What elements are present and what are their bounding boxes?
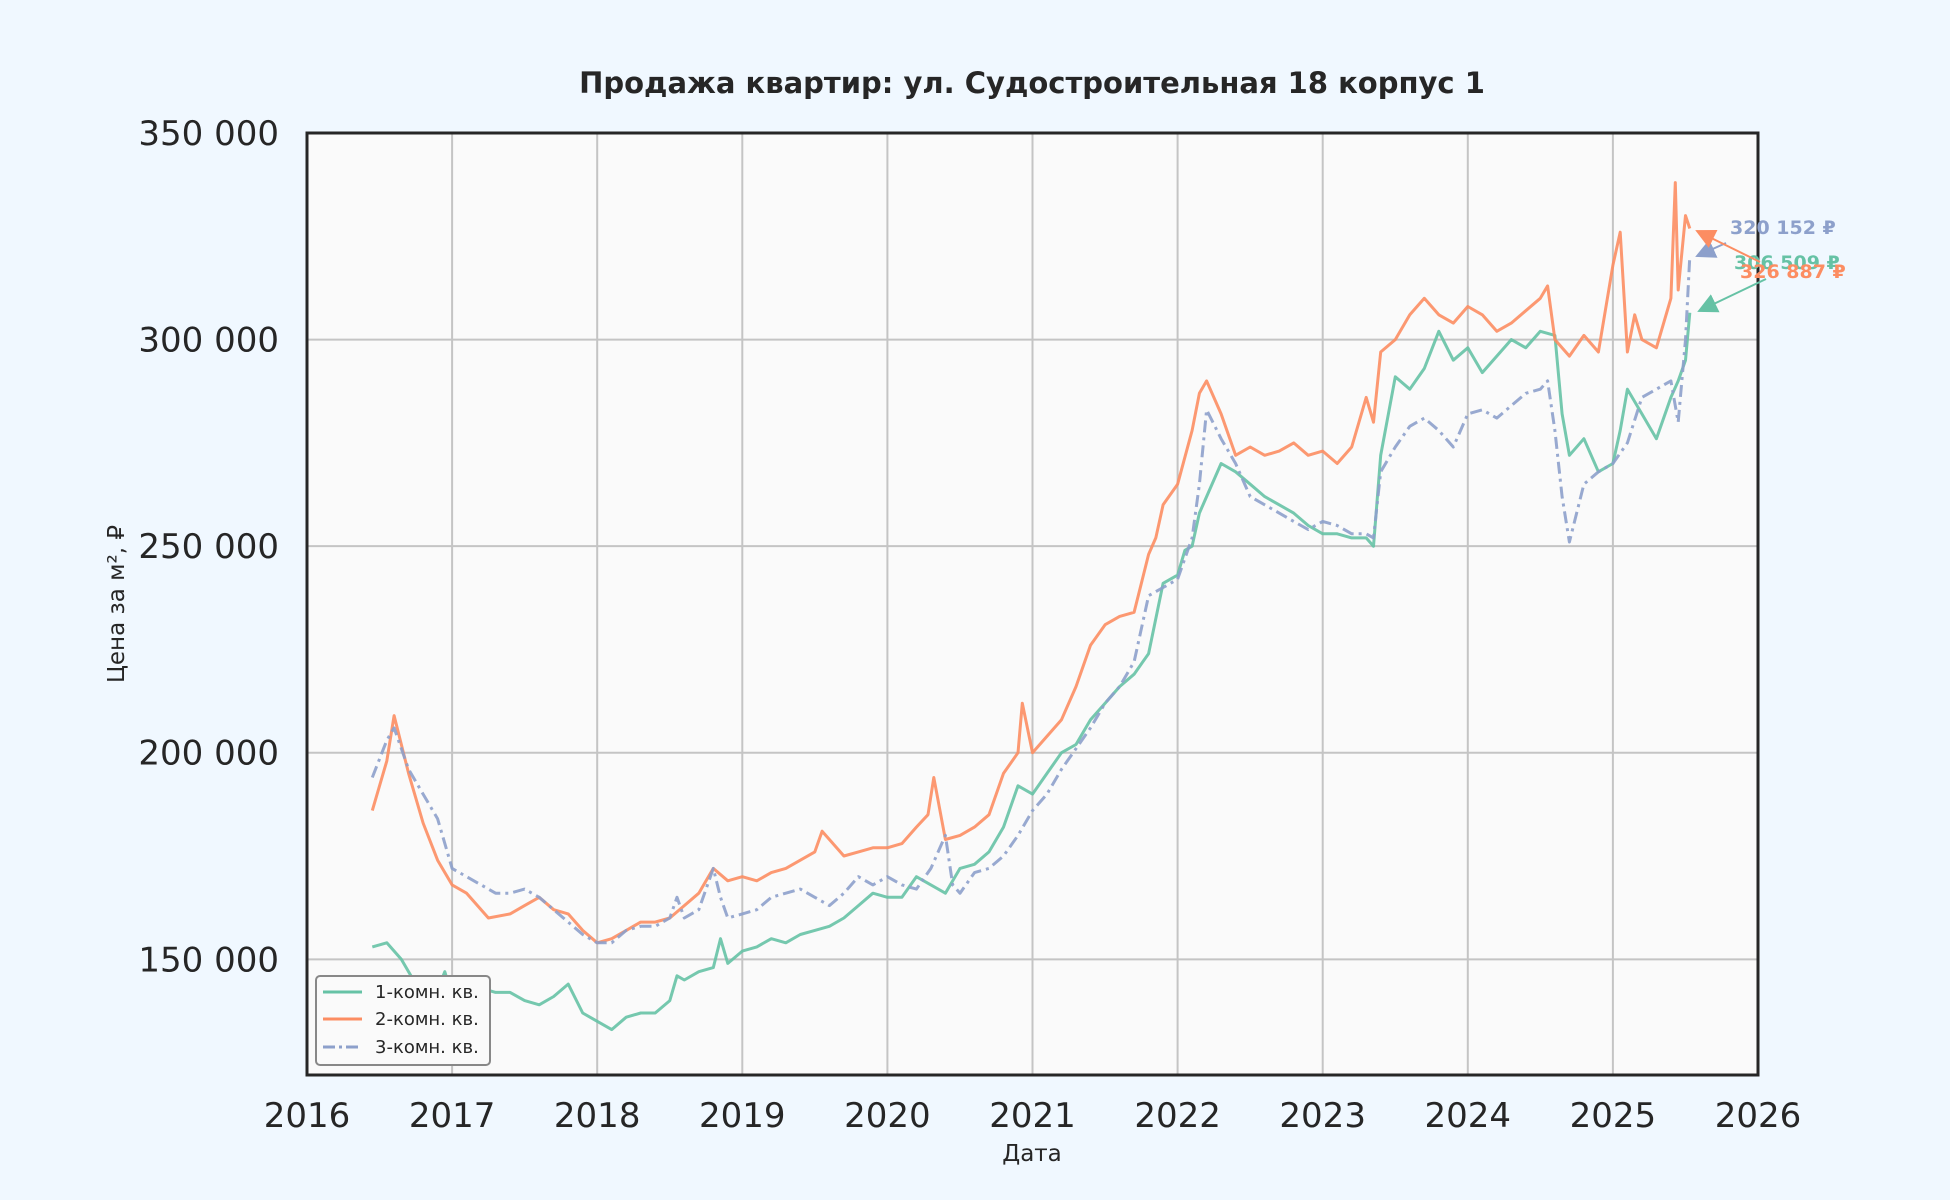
y-tick-label: 250 000 — [138, 527, 279, 567]
series-line-3room — [370, 256, 1692, 945]
y-axis-title: Цена за м², ₽ — [104, 525, 130, 683]
annotation-arrow-2room — [1695, 229, 1761, 263]
x-axis: 2016 2017 2018 2019 2020 2021 2022 2023 2024 2025… — [264, 1096, 1802, 1136]
y-axis: 150 000 200 000 250 000 300 000 350 000 — [138, 114, 279, 980]
x-tick-label: 2020 — [844, 1096, 931, 1136]
x-tick-label: 2017 — [409, 1096, 496, 1136]
annotation-arrow-3room — [1695, 239, 1727, 258]
legend-box — [315, 975, 491, 1066]
x-tick-label: 2023 — [1279, 1096, 1366, 1136]
x-tick-label: 2025 — [1570, 1096, 1657, 1136]
annotation-3room-last: 320 152 ₽ — [1730, 217, 1836, 239]
legend: 1-комн. кв. 2-комн. кв. 3-комн. кв. — [315, 975, 491, 1066]
annotations: 320 152 ₽ 306 509 ₽ 326 887 ₽ — [1695, 217, 1846, 313]
series-line-1room — [371, 312, 1692, 1032]
x-axis-title: Дата — [1002, 1141, 1062, 1167]
y-tick-label: 300 000 — [138, 321, 279, 361]
x-tick-label: 2018 — [554, 1096, 641, 1136]
legend-label-2room: 2-комн. кв. — [375, 1009, 479, 1030]
x-tick-label: 2026 — [1715, 1096, 1802, 1136]
x-tick-label: 2021 — [989, 1096, 1076, 1136]
annotation-arrow-1room — [1697, 278, 1767, 313]
y-tick-label: 200 000 — [138, 734, 279, 774]
plot-frame — [305, 131, 1760, 1077]
x-tick-label: 2022 — [1134, 1096, 1221, 1136]
annotation-2room-last: 326 887 ₽ — [1740, 261, 1846, 283]
chart-title: Продажа квартир: ул. Судостроительная 18… — [579, 66, 1485, 100]
legend-label-1room: 1-комн. кв. — [375, 982, 479, 1003]
y-tick-label: 150 000 — [138, 940, 279, 980]
x-tick-label: 2019 — [699, 1096, 786, 1136]
y-tick-label: 350 000 — [138, 114, 279, 154]
series-layer — [370, 181, 1692, 1032]
x-tick-label: 2016 — [264, 1096, 351, 1136]
x-tick-label: 2024 — [1425, 1096, 1512, 1136]
annotation-1room-last: 306 509 ₽ — [1734, 252, 1840, 274]
legend-label-3room: 3-комн. кв. — [375, 1037, 479, 1058]
